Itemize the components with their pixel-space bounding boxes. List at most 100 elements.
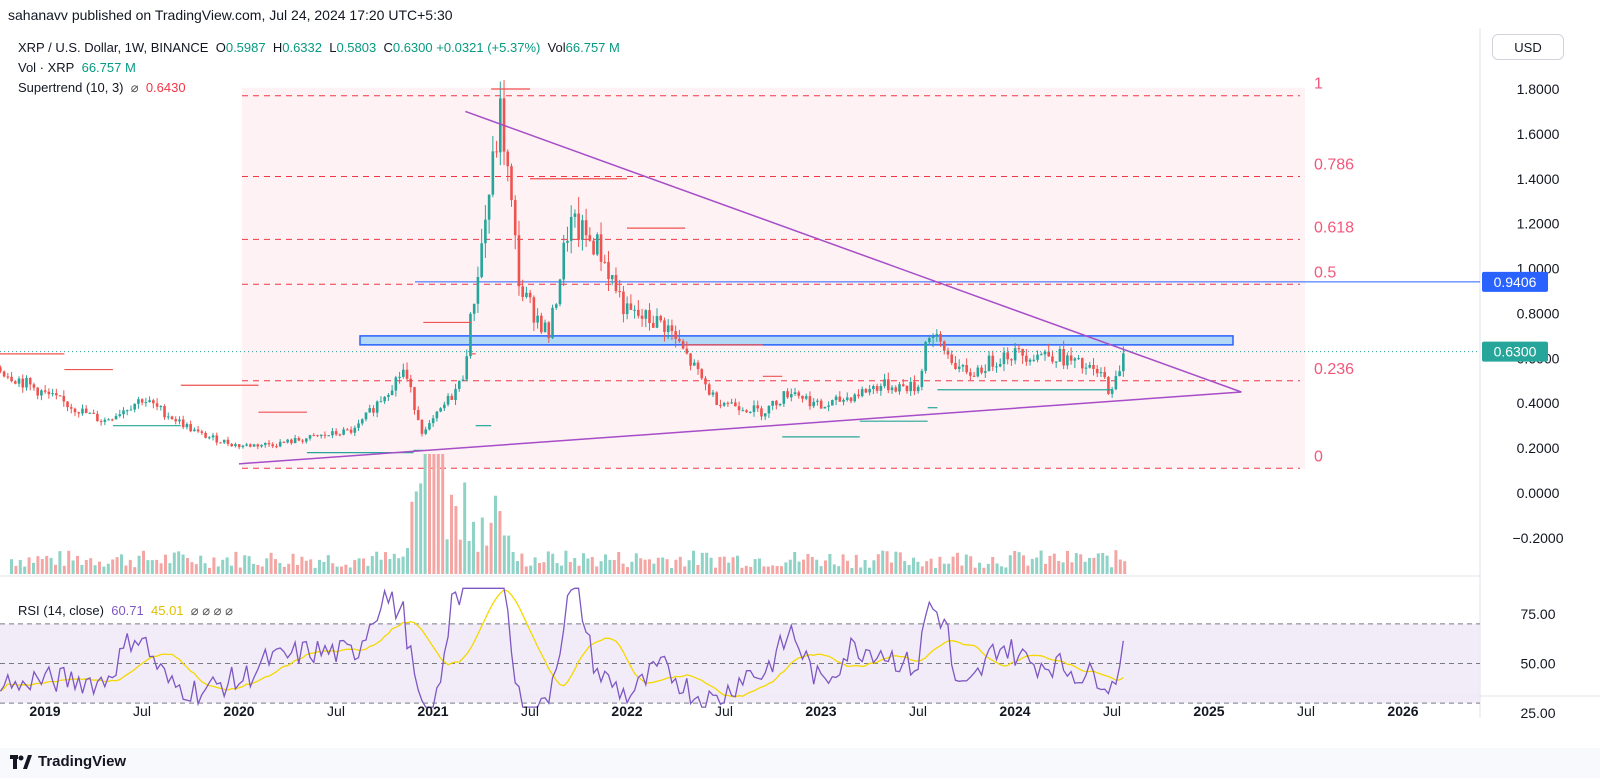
volume-bar [1110,567,1113,574]
volume-bar [45,555,49,574]
volume-bar [142,550,145,574]
candle-body [715,392,718,405]
time-tick-label: Jul [909,703,927,719]
volume-bar [560,565,563,574]
currency-button[interactable]: USD [1492,34,1564,60]
volume-bar [942,563,946,574]
tradingview-brand[interactable]: TradingView [10,753,126,770]
volume-bar [586,558,590,574]
candle-body [719,404,722,406]
volume-bar [414,491,418,574]
candle-body [510,166,513,201]
volume-bar [186,558,189,574]
candle-body [756,405,760,409]
volume-bar [841,554,845,574]
candle-body [487,194,491,220]
volume-bar [859,567,863,574]
volume-bar [722,556,726,574]
volume-bar [36,556,40,574]
volume-bar [282,566,286,574]
volume-bar [511,552,515,574]
hide-icon: ⌀ [130,80,139,95]
candle-body [1081,358,1084,369]
volume-bar [362,558,365,574]
volume-bar [1105,555,1109,574]
candle-body [1043,351,1047,355]
volume-bar [868,567,871,574]
volume-bar [480,517,484,574]
volume-bar [1066,550,1069,574]
candle-body [443,404,446,409]
candle-body [103,419,107,422]
candle-body [1058,348,1062,362]
candle-body [1069,355,1073,361]
candle-body [745,410,748,413]
candle-body [566,240,569,243]
candle-body [263,443,267,445]
candle-body [454,388,457,400]
volume-bar [951,556,955,574]
candle-body [163,406,166,418]
volume-bar [832,564,836,574]
candle-body [316,435,319,437]
candle-body [394,377,398,391]
candle-body [984,371,987,373]
triangle-lower-line [238,391,1242,465]
candle-body [338,434,342,436]
candle-body [819,400,823,409]
supertrend-value: 0.6430 [145,80,186,95]
candle-body [383,396,386,402]
candle-body [685,348,689,354]
candle-body [249,444,252,447]
volume-bar [788,559,792,574]
time-tick-label: 2020 [223,703,254,719]
volume-bar [885,551,889,574]
candle-body [1118,371,1121,377]
candle-body [659,316,663,321]
candle-body [144,402,148,404]
volume-bar [744,565,748,574]
candle-body [301,440,304,442]
candle-body [129,409,133,411]
candle-body [1054,361,1058,363]
price-chart[interactable]: 1 0.786 0.618 0.5 0.236 0 1.8000 1.6000 1.4000 1.… [0,28,1600,748]
candle-body [368,408,372,413]
tradingview-logo-icon [10,754,32,769]
volume-bar [612,560,616,574]
candle-body [763,413,767,417]
time-tick-label: Jul [521,703,539,719]
volume-bar [516,561,519,574]
candle-body [674,331,677,339]
volume-bar [1114,550,1118,574]
volume-bar [683,566,687,574]
candle-body [28,378,32,385]
candle-body [21,378,25,388]
volume-bar [846,560,849,574]
time-tick-label: 2025 [1193,703,1224,719]
candle-body [323,434,327,436]
candle-body [0,367,2,372]
candle-body [193,429,196,432]
candle-body [849,397,853,402]
time-tick-label: Jul [1297,703,1315,719]
volume-bar [1004,567,1008,574]
volume-bar [238,567,242,574]
volume-bar [111,559,115,574]
volume-bar [370,556,374,574]
candle-body [1006,352,1009,360]
volume-bar [353,560,357,574]
volume-bar [1057,561,1061,574]
volume-bar [54,564,57,574]
candle-body [342,429,345,435]
volume-bar [626,567,629,574]
volume-bar [102,566,106,574]
candle-body [208,437,211,439]
volume-bar [573,557,577,574]
candle-body [472,303,476,314]
volume-bar [740,567,744,574]
candle-body [883,379,886,387]
rsi-tick-label: 25.00 [1520,705,1555,721]
volume-bar [133,567,137,574]
candle-body [413,387,416,411]
candle-body [360,419,364,424]
